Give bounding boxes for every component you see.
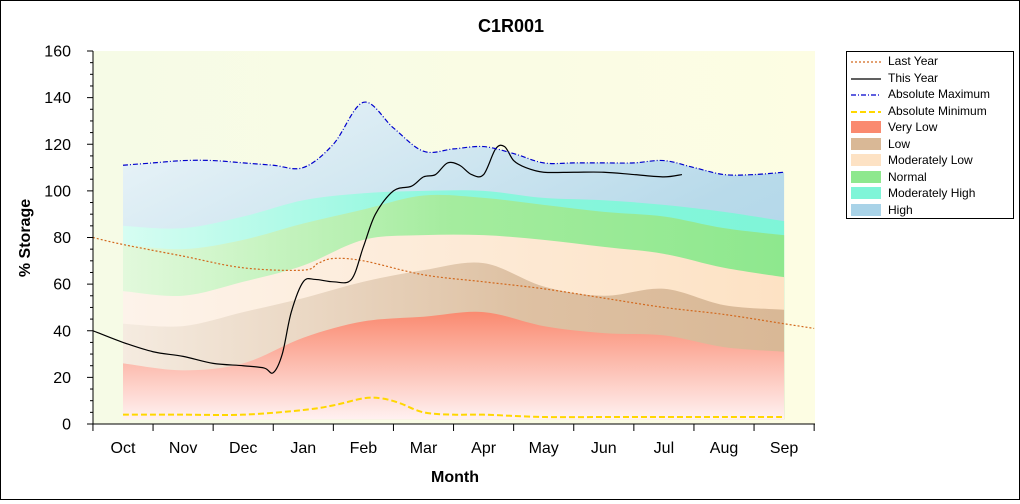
legend-item: Last Year: [847, 53, 1013, 69]
x-tick-label: Jan: [290, 440, 316, 457]
legend-label: Moderately High: [888, 186, 976, 200]
legend-label: Last Year: [888, 54, 939, 68]
legend-label: Moderately Low: [888, 153, 973, 167]
legend-item: Very Low: [847, 119, 1013, 135]
legend-swatch: [851, 137, 881, 150]
legend-item: High: [847, 202, 1013, 218]
legend-swatch: [851, 203, 881, 216]
series-line-absolute-minimum: [123, 396, 785, 419]
legend-label: Absolute Minimum: [888, 103, 987, 118]
y-axis-title: % Storage: [17, 199, 34, 277]
legend-swatch: [851, 170, 881, 183]
legend-item: Normal: [847, 169, 1013, 185]
legend-item: This Year: [847, 70, 1013, 86]
legend-label: This Year: [888, 70, 939, 85]
x-tick-label: Jun: [591, 440, 617, 457]
legend-swatch: [851, 55, 881, 67]
legend-label: High: [888, 202, 913, 217]
x-tick-label: Jul: [654, 440, 674, 457]
legend-swatch: [851, 121, 881, 133]
x-tick-label: Nov: [169, 440, 197, 457]
legend-label: Normal: [888, 169, 927, 184]
x-tick-label: Dec: [229, 440, 257, 457]
legend-item: Moderately Low: [847, 152, 1013, 168]
chart-title: C1R001: [478, 16, 544, 36]
y-tick-label: 60: [53, 277, 71, 294]
legend-swatch: [851, 88, 881, 100]
legend-item: Absolute Minimum: [847, 103, 1013, 119]
legend-label: Low: [888, 136, 911, 151]
legend-swatch: [851, 154, 881, 166]
legend-swatch: [851, 187, 881, 199]
y-tick-label: 40: [53, 323, 71, 340]
band-very-low: [123, 311, 785, 420]
series-line-this-year: [93, 144, 683, 374]
x-tick-label: Mar: [410, 440, 438, 457]
x-tick-label: Apr: [471, 440, 497, 457]
x-tick-label: Aug: [710, 440, 738, 457]
y-tick-label: 160: [44, 44, 71, 61]
legend-label: Very Low: [888, 120, 938, 134]
y-tick-label: 80: [53, 230, 71, 247]
legend-item: Moderately High: [847, 185, 1013, 201]
legend-item: Absolute Maximum: [847, 86, 1013, 102]
y-tick-label: 100: [44, 183, 71, 200]
x-tick-label: May: [529, 440, 559, 457]
y-tick-label: 0: [62, 417, 71, 434]
legend-swatch: [851, 72, 881, 84]
series-line-last-year: [93, 236, 815, 330]
legend-label: Absolute Maximum: [888, 87, 991, 101]
legend-swatch: [851, 105, 881, 117]
y-tick-label: 120: [44, 137, 71, 154]
series-line-absolute-maximum: [122, 101, 785, 176]
x-tick-label: Sep: [770, 440, 799, 457]
legend: Last Year This Year Absolute Maximum Absolu…: [846, 51, 1014, 219]
x-tick-label: Oct: [111, 440, 136, 457]
legend-item: Low: [847, 136, 1013, 152]
y-tick-label: 140: [44, 90, 71, 107]
y-tick-label: 20: [53, 370, 71, 387]
x-axis-title: Month: [431, 469, 479, 486]
x-tick-label: Feb: [350, 440, 378, 457]
